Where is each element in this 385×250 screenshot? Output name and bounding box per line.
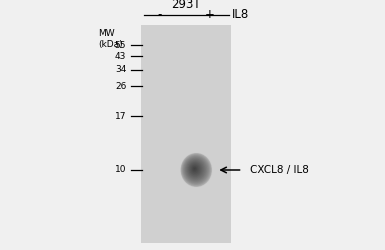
- Text: -: -: [157, 8, 162, 21]
- Ellipse shape: [187, 161, 204, 178]
- Ellipse shape: [194, 168, 196, 170]
- Ellipse shape: [185, 158, 206, 181]
- Ellipse shape: [194, 168, 195, 170]
- Ellipse shape: [190, 163, 201, 175]
- Text: 17: 17: [115, 112, 126, 121]
- Ellipse shape: [183, 156, 209, 184]
- Text: IL8: IL8: [232, 8, 249, 21]
- Ellipse shape: [186, 159, 205, 180]
- Ellipse shape: [188, 162, 202, 177]
- Ellipse shape: [190, 164, 200, 174]
- Ellipse shape: [187, 160, 204, 179]
- Ellipse shape: [181, 154, 211, 186]
- Ellipse shape: [182, 155, 210, 185]
- Bar: [141, 25, 231, 242]
- Ellipse shape: [189, 162, 202, 176]
- Ellipse shape: [191, 165, 199, 173]
- Ellipse shape: [192, 166, 198, 172]
- Ellipse shape: [182, 155, 209, 184]
- Ellipse shape: [193, 167, 196, 170]
- Ellipse shape: [188, 161, 203, 178]
- Ellipse shape: [184, 157, 208, 182]
- Text: +: +: [205, 8, 215, 21]
- Text: 43: 43: [115, 52, 126, 61]
- Text: 26: 26: [115, 82, 126, 91]
- Ellipse shape: [191, 164, 199, 174]
- Ellipse shape: [192, 166, 198, 172]
- Ellipse shape: [184, 156, 208, 183]
- Text: MW
(kDa): MW (kDa): [98, 29, 123, 49]
- Ellipse shape: [189, 163, 201, 175]
- Text: 10: 10: [115, 166, 126, 174]
- Text: 293T: 293T: [171, 0, 201, 11]
- Text: 34: 34: [115, 66, 126, 74]
- Ellipse shape: [186, 158, 206, 180]
- Ellipse shape: [181, 153, 212, 187]
- Ellipse shape: [192, 166, 197, 171]
- Ellipse shape: [182, 154, 211, 186]
- Ellipse shape: [186, 160, 205, 180]
- Ellipse shape: [184, 158, 207, 182]
- Text: CXCL8 / IL8: CXCL8 / IL8: [250, 165, 309, 175]
- Text: 55: 55: [115, 40, 126, 50]
- Ellipse shape: [180, 152, 213, 188]
